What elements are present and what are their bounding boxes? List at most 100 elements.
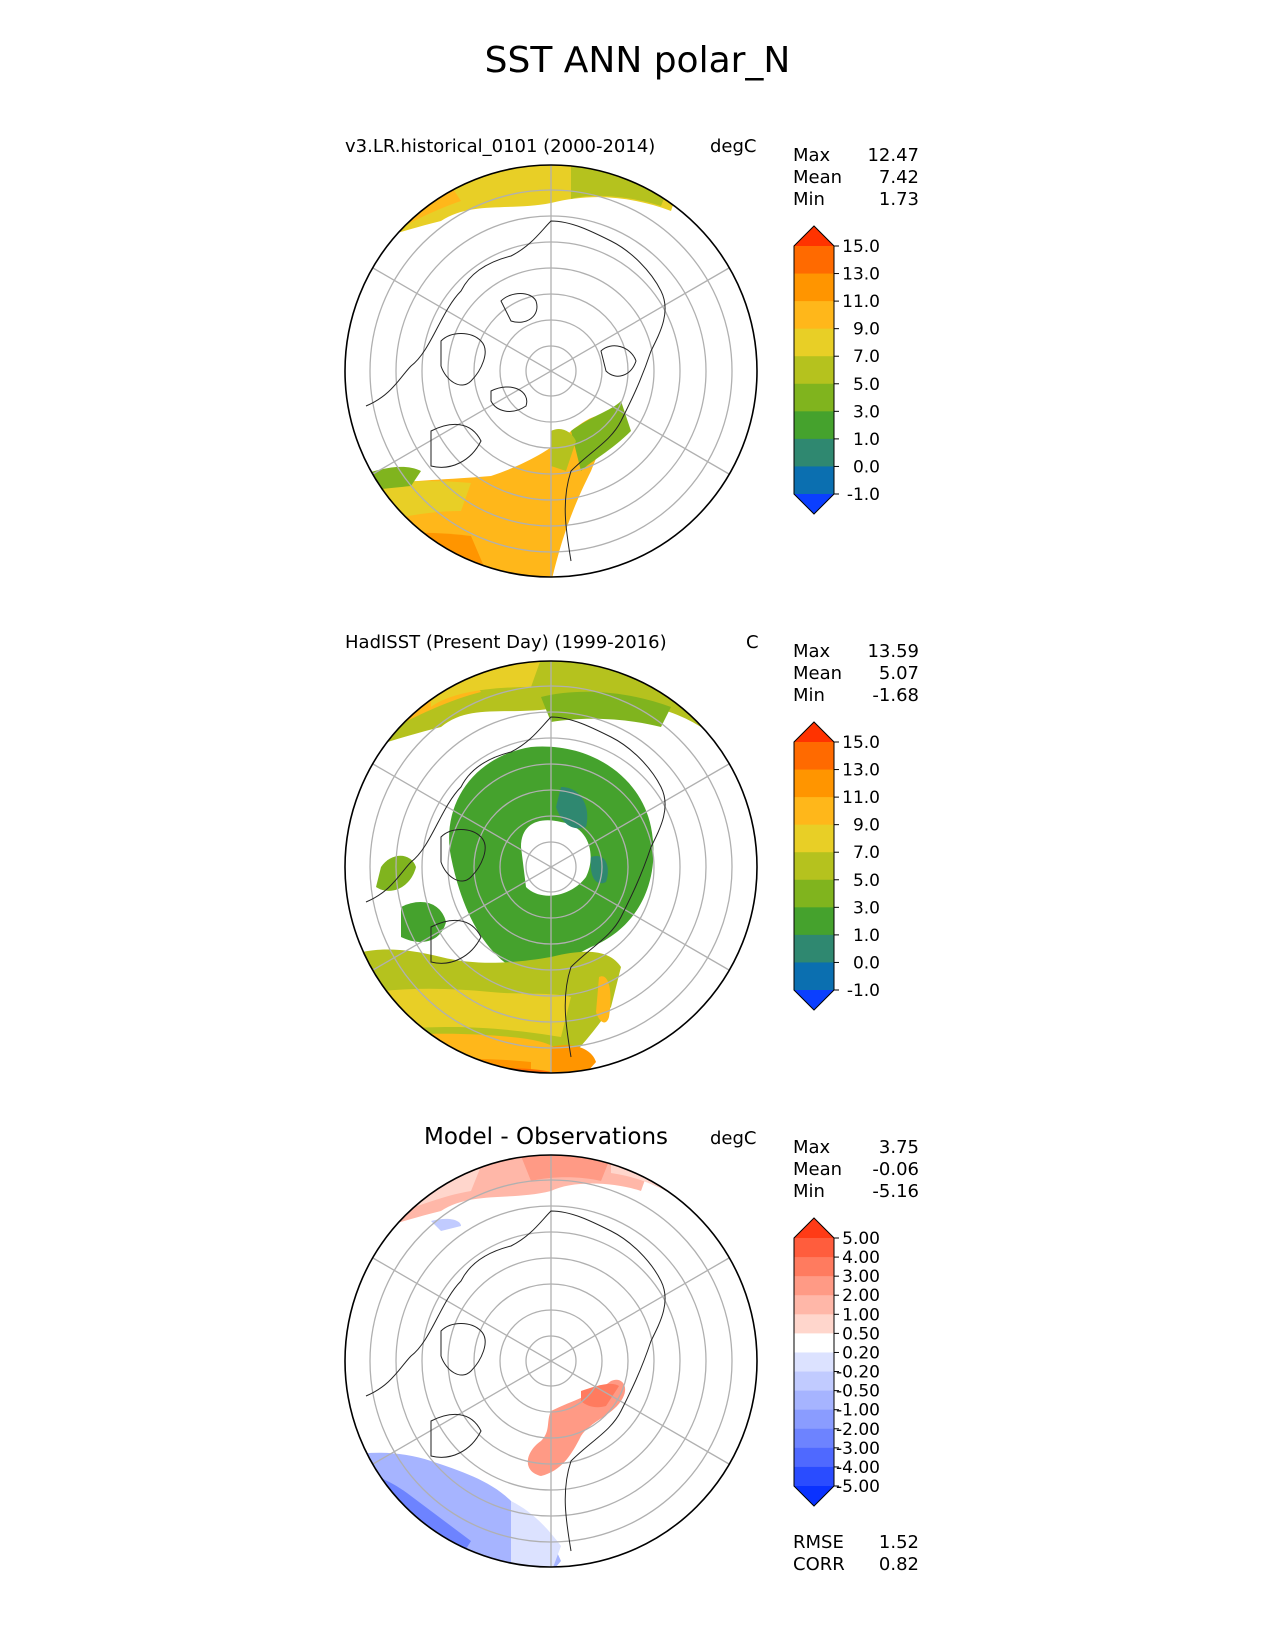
colorbar-swatch [794,273,834,302]
colorbar-swatch [794,1390,834,1411]
colorbar-tick-label: 0.20 [842,1343,880,1363]
stat-max: Max 12.47 [793,145,919,166]
panel-1-title: v3.LR.historical_0101 (2000-2014) [345,136,656,157]
colorbar-tick-label: 9.0 [853,816,880,836]
colorbar-tick-label: 0.50 [842,1324,880,1344]
colorbar-tick-label: 1.0 [853,926,880,946]
colorbar-extend-top [794,226,834,246]
colorbar-swatch [794,1371,834,1392]
panel-1-polar-map [344,164,758,578]
colorbar-extend-bottom [794,1486,834,1506]
colorbar-swatch [794,1447,834,1468]
colorbar-swatch [794,1333,834,1353]
colorbar-swatch [794,1428,834,1449]
colorbar-tick-label: 4.00 [842,1248,880,1268]
colorbar-tick-label: 0.0 [853,953,880,973]
colorbar-tick-label: 1.00 [842,1305,880,1325]
cbar-field-swatches [793,225,835,515]
colorbar-tick-label: 7.0 [853,347,880,367]
panel-2-units: C [746,632,759,653]
colorbar-tick-label: -0.50 [836,1382,880,1402]
colorbar-swatch [794,1352,834,1373]
colorbar-swatch [794,1257,834,1277]
sst-arctic-ring [449,746,654,976]
colorbar-swatch [794,356,834,385]
stat-min: Min -1.68 [793,685,919,706]
colorbar-tick-label: 15.0 [842,733,880,753]
colorbar-tick-label: 13.0 [842,761,880,781]
panel-2-colorbar: 15.0 13.0 11.0 9.0 7.0 5.0 3.0 1.0 0.0 -1.0 [793,721,880,1011]
colorbar-tick-label: 5.00 [842,1229,880,1249]
colorbar-swatch [794,246,834,275]
panel-1-colorbar: 15.0 13.0 11.0 9.0 7.0 5.0 3.0 1.0 0.0 -1.0 [793,225,880,515]
cbar-field-swatches [793,721,835,1011]
colorbar-tick-label: -1.0 [847,981,880,1001]
colorbar-tick-label: 1.0 [853,430,880,450]
stat-max: Max 13.59 [793,641,919,662]
colorbar-tick-label: 3.0 [853,898,880,918]
colorbar-swatch [794,962,834,991]
colorbar-swatch [794,797,834,826]
panel-3-colorbar: 5.004.003.002.001.000.500.20-0.20-0.50-1… [793,1217,880,1507]
colorbar-tick-label: 3.00 [842,1267,880,1287]
colorbar-tick-label: -3.00 [836,1439,880,1459]
colorbar-swatch [794,934,834,963]
colorbar-tick-label: 2.00 [842,1286,880,1306]
colorbar-tick-label: 11.0 [842,788,880,808]
colorbar-tick-label: -1.0 [847,485,880,505]
panel-1-stats: Max 12.47 Mean 7.42 Min 1.73 [793,145,919,211]
colorbar-swatch [794,769,834,798]
colorbar-tick-label: -2.00 [836,1420,880,1440]
colorbar-swatch [794,1409,834,1430]
cbar-diff-ticks: 5.004.003.002.001.000.500.20-0.20-0.50-1… [834,1229,880,1497]
colorbar-tick-label: -0.20 [836,1363,880,1383]
cbar-field-ticks: 15.0 13.0 11.0 9.0 7.0 5.0 3.0 1.0 0.0 -1.0 [834,733,880,1001]
colorbar-tick-label: 11.0 [842,292,880,312]
stat-mean: Mean -0.06 [793,1159,919,1180]
panel-1-units: degC [710,136,757,157]
colorbar-swatch [794,1276,834,1296]
stat-corr: CORR 0.82 [793,1554,919,1575]
colorbar-tick-label: 15.0 [842,237,880,257]
panel-3-stats: Max 3.75 Mean -0.06 Min -5.16 [793,1137,919,1203]
stat-min: Min -5.16 [793,1181,919,1202]
colorbar-swatch [794,1295,834,1315]
stat-min: Min 1.73 [793,189,919,210]
colorbar-swatch [794,383,834,412]
colorbar-tick-label: -1.00 [836,1401,880,1421]
colorbar-tick-label: 5.0 [853,871,880,891]
colorbar-swatch [794,907,834,936]
cbar-field-ticks: 15.0 13.0 11.0 9.0 7.0 5.0 3.0 1.0 0.0 -1.0 [834,237,880,505]
cbar-diff-swatches [793,1217,835,1507]
colorbar-swatch [794,1238,834,1258]
colorbar-swatch [794,852,834,881]
colorbar-extend-bottom [794,990,834,1010]
panel-2-polar-map [344,660,758,1074]
colorbar-swatch [794,466,834,495]
panel-3-polar-map [344,1154,758,1568]
stat-mean: Mean 7.42 [793,167,919,188]
panel-3-units: degC [710,1128,757,1149]
colorbar-extend-top [794,722,834,742]
colorbar-swatch [794,824,834,853]
colorbar-tick-label: 5.0 [853,375,880,395]
panel-2-stats: Max 13.59 Mean 5.07 Min -1.68 [793,641,919,707]
stat-max: Max 3.75 [793,1137,919,1158]
colorbar-swatch [794,438,834,467]
panel-3-extra-stats: RMSE 1.52 CORR 0.82 [793,1532,919,1576]
colorbar-swatch [794,1314,834,1334]
colorbar-extend-bottom [794,494,834,514]
colorbar-tick-label: 0.0 [853,457,880,477]
colorbar-swatch [794,411,834,440]
stat-mean: Mean 5.07 [793,663,919,684]
colorbar-extend-top [794,1218,834,1238]
panel-2-title: HadISST (Present Day) (1999-2016) [345,632,667,653]
colorbar-tick-label: 9.0 [853,320,880,340]
colorbar-tick-label: -4.00 [836,1458,880,1478]
colorbar-swatch [794,742,834,771]
stat-rmse: RMSE 1.52 [793,1532,919,1553]
colorbar-tick-label: 3.0 [853,402,880,422]
panel-3-title: Model - Observations [424,1124,669,1150]
colorbar-swatch [794,1466,834,1487]
colorbar-swatch [794,328,834,357]
